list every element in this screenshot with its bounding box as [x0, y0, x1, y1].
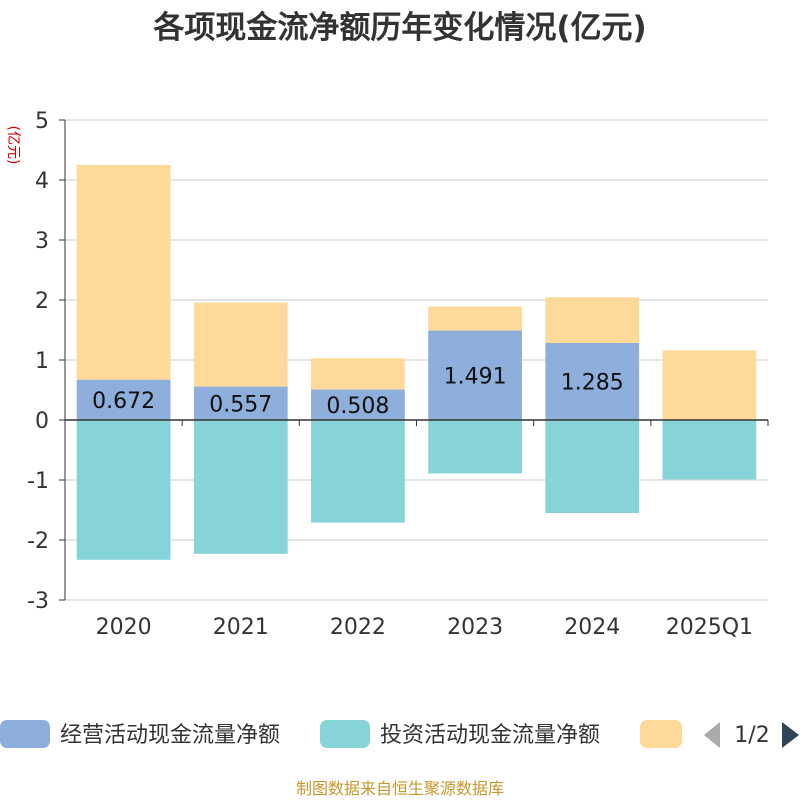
- x-tick-label-2023: 2023: [447, 615, 503, 640]
- legend-swatch-investing[interactable]: [320, 720, 370, 748]
- legend-label-investing[interactable]: 投资活动现金流量净额: [380, 723, 600, 748]
- bar-s2-2023[interactable]: [428, 306, 522, 331]
- x-tick-label-2024: 2024: [564, 615, 620, 640]
- data-label-2023: 1.491: [444, 364, 507, 389]
- bar-s0-2022[interactable]: [311, 389, 405, 420]
- x-tick-label-2025Q1: 2025Q1: [666, 615, 753, 640]
- data-label-2021: 0.557: [209, 392, 272, 417]
- data-label-2024: 1.285: [561, 370, 624, 395]
- legend-label-operating[interactable]: 经营活动现金流量净额: [60, 723, 280, 748]
- bar-s1-2023[interactable]: [428, 420, 522, 474]
- data-labels: 0.672 0.557 0.508 1.491 1.285: [92, 364, 624, 418]
- x-tick-label-2020: 2020: [96, 615, 152, 640]
- y-tick-label-0: 5: [35, 109, 49, 134]
- bar-s1-2022[interactable]: [311, 420, 405, 523]
- data-label-2020: 0.672: [92, 389, 155, 414]
- data-label-2022: 0.508: [326, 394, 389, 419]
- source-note: 制图数据来自恒生聚源数据库: [296, 779, 504, 798]
- bar-s0-2023[interactable]: [428, 330, 522, 420]
- bars: [76, 164, 757, 560]
- x-axis-ticks: 2020 2021 2022 2023 2024 2025Q1: [96, 615, 753, 640]
- y-tick-label-6: -1: [27, 469, 49, 494]
- legend-swatch-financing[interactable]: [640, 720, 682, 748]
- x-tick-label-2022: 2022: [330, 615, 386, 640]
- axes: [64, 120, 769, 600]
- bar-s2-2021[interactable]: [193, 302, 288, 387]
- y-tick-label-1: 4: [35, 169, 49, 194]
- bar-s1-2021[interactable]: [193, 420, 288, 554]
- y-tick-label-4: 1: [35, 349, 49, 374]
- bar-s2-2022[interactable]: [311, 358, 405, 390]
- y-axis-label: (亿元): [5, 126, 21, 165]
- y-tick-label-8: -3: [27, 589, 49, 614]
- bar-s0-2020[interactable]: [76, 379, 171, 420]
- bar-s0-2021[interactable]: [193, 386, 288, 420]
- legend: 经营活动现金流量净额 投资活动现金流量净额 1/2: [0, 720, 799, 748]
- pager-prev-icon[interactable]: [704, 722, 720, 748]
- bar-s1-2024[interactable]: [545, 420, 640, 513]
- bar-s1-2025Q1[interactable]: [662, 420, 757, 480]
- chart-title: 各项现金流净额历年变化情况(亿元): [152, 10, 646, 46]
- bar-s0-2024[interactable]: [545, 342, 640, 420]
- bar-s2-2025Q1[interactable]: [662, 350, 757, 420]
- y-tick-label-3: 2: [35, 289, 49, 314]
- legend-swatch-operating[interactable]: [0, 720, 50, 748]
- x-tick-label-2021: 2021: [213, 615, 269, 640]
- pager-next-icon[interactable]: [782, 722, 799, 748]
- y-tick-label-2: 3: [35, 229, 49, 254]
- y-tick-label-7: -2: [27, 529, 49, 554]
- y-tick-label-5: 0: [35, 409, 49, 434]
- pager-page: 1/2: [734, 723, 769, 748]
- y-axis-ticks: 5 4 3 2 1 0 -1 -2 -3: [27, 109, 65, 614]
- bar-s1-2020[interactable]: [76, 420, 171, 560]
- bar-s2-2024[interactable]: [545, 297, 640, 343]
- bar-s2-2020[interactable]: [76, 164, 171, 380]
